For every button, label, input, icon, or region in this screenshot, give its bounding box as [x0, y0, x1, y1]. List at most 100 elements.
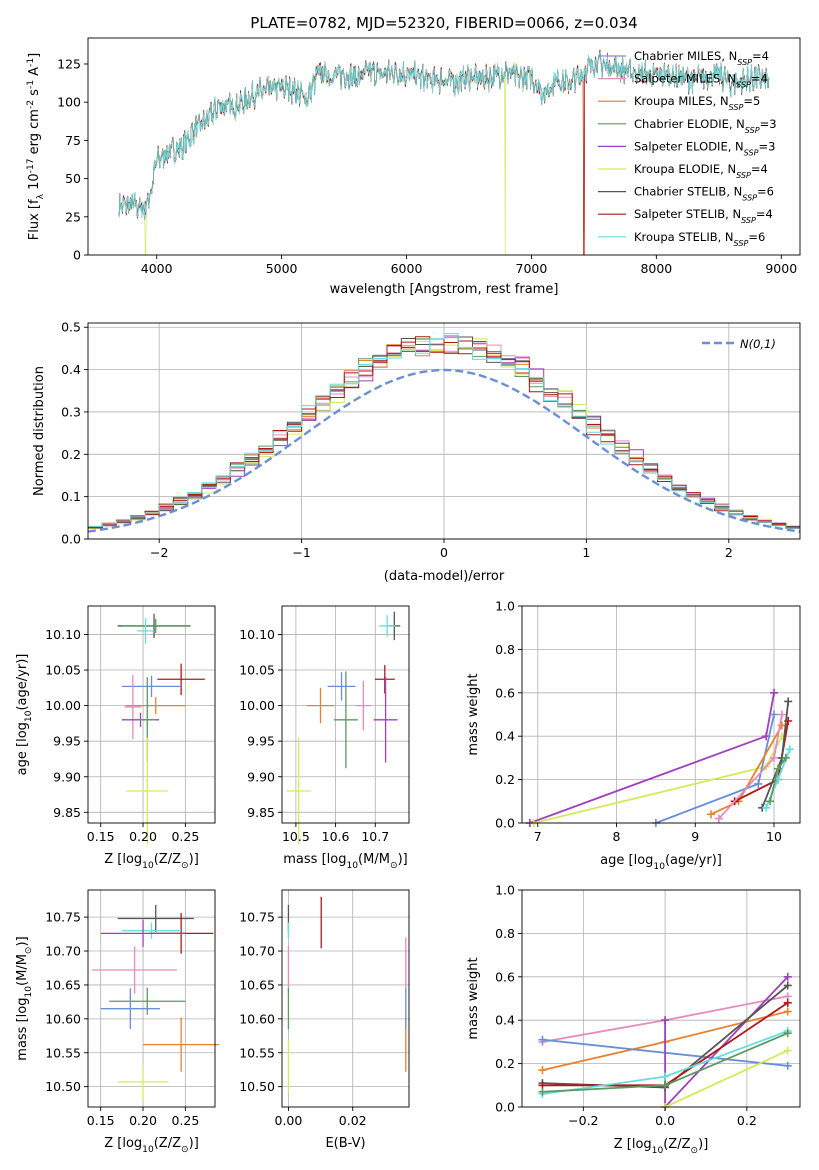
y-axis-label: Normed distribution [32, 366, 47, 496]
axes-z_vs_mass [88, 890, 215, 1107]
y-tick-label: 9.85 [53, 805, 81, 820]
axis-decor-z_vs_massweight: −0.2 0.0 0.2 0.0 0.2 0.4 0.6 0.8 1.0 Z [log10(Z/Z… [466, 883, 801, 1156]
x-tick-label: 7000 [516, 261, 548, 276]
y-tick-label: 9.90 [53, 769, 81, 784]
axes-residuals [88, 323, 800, 540]
axis-decor-mass_vs_age: 10.5 10.6 10.7 9.85 9.90 9.95 10.00 10.05 10.10 m… [239, 605, 410, 871]
weight-marker [770, 753, 779, 762]
plot-area-z_vs_mass [92, 904, 220, 1099]
y-tick-label: 0.6 [495, 685, 515, 700]
spectrum-line [118, 52, 770, 220]
errorbar-point [143, 1017, 220, 1072]
x-tick-label: 10.6 [322, 829, 350, 844]
errorbar-point [117, 1064, 169, 1099]
legend-label: Salpeter MILES, NSSP=4 [634, 72, 768, 90]
errorbar-point [373, 677, 398, 763]
y-tick-label: 0.6 [495, 969, 515, 984]
y-tick-label: 10.00 [45, 698, 81, 713]
y-tick-label: 10.05 [45, 663, 81, 678]
histogram-steps [88, 333, 800, 529]
weight-line [718, 714, 783, 820]
x-tick-label: 7 [534, 829, 542, 844]
y-tick-label: 10.60 [239, 1011, 275, 1026]
y-axis-label: mass weight [466, 673, 481, 755]
x-tick-label: 6000 [391, 261, 423, 276]
axis-decor-z_vs_age: 0.15 0.20 0.25 9.85 9.90 9.95 10.00 10.05 10.10 Z… [15, 605, 216, 871]
weight-marker [770, 688, 779, 697]
errorbar-point [374, 665, 395, 694]
plot-area-ebv_vs_mass [287, 896, 407, 1094]
legend-label: Kroupa ELODIE, NSSP=4 [634, 162, 768, 180]
x-tick-label: −0.2 [568, 1113, 598, 1128]
weight-marker [773, 764, 782, 773]
y-tick-label: 10.50 [239, 1079, 275, 1094]
y-tick-label: 0.4 [495, 729, 515, 744]
errorbar-point [121, 922, 182, 939]
weight-marker [781, 753, 790, 762]
y-tick-label: 10.55 [239, 1045, 275, 1060]
x-tick-label: 10.5 [282, 829, 310, 844]
y-tick-label: 0.5 [61, 320, 81, 335]
weight-marker [661, 1016, 670, 1025]
y-tick-label: 0.0 [495, 816, 515, 831]
errorbar-point [333, 671, 358, 769]
errorbar-point [126, 737, 169, 845]
x-tick-label: 9000 [765, 261, 797, 276]
plot-area-mass_vs_age [286, 611, 401, 845]
plot-area-residuals [87, 333, 801, 533]
x-tick-label: 0.02 [339, 1113, 367, 1128]
errorbar-point [306, 687, 335, 724]
y-tick-label: 1.0 [495, 883, 515, 898]
errorbar-point [92, 946, 177, 994]
y-tick-label: 0.0 [61, 532, 81, 547]
axes-frame [87, 37, 801, 256]
weight-marker [783, 972, 792, 981]
weight-marker [783, 998, 792, 1007]
y-tick-label: 0.1 [61, 489, 81, 504]
y-tick-label: 9.95 [53, 734, 81, 749]
x-tick-label: 0.20 [129, 829, 157, 844]
axes-z_vs_massweight [522, 889, 800, 1108]
y-tick-label: 0.2 [61, 447, 81, 462]
x-tick-label: 0.25 [171, 829, 199, 844]
x-tick-label: 4000 [141, 261, 173, 276]
x-tick-label: 2 [725, 545, 733, 560]
y-tick-label: 10.75 [45, 910, 81, 925]
x-tick-label: 0.15 [87, 829, 115, 844]
axes-mass_vs_age [282, 606, 409, 823]
y-tick-label: 0.2 [495, 1056, 515, 1071]
y-tick-label: 0.0 [495, 1100, 515, 1115]
y-tick-label: 1.0 [495, 599, 515, 614]
plot-area-age_vs_massweight [525, 688, 794, 827]
axes-age_vs_massweight [522, 605, 800, 824]
errorbar-point [121, 618, 190, 634]
y-tick-label: 9.85 [247, 805, 275, 820]
legend-label: Salpeter ELODIE, NSSP=3 [634, 139, 775, 157]
legend-label: Chabrier STELIB, NSSP=6 [634, 185, 774, 203]
y-tick-label: 0.2 [495, 772, 515, 787]
errorbar-point [100, 988, 160, 1030]
x-tick-label: 0.20 [129, 1113, 157, 1128]
x-tick-label: −1 [292, 545, 310, 560]
normal-curve [87, 368, 801, 533]
x-axis-label: Z [log10(Z/Z⊙)] [104, 1136, 199, 1155]
y-tick-label: 10.65 [239, 977, 275, 992]
y-tick-label: 0.4 [61, 362, 81, 377]
x-tick-label: 8000 [640, 261, 672, 276]
errorbar-point [379, 615, 396, 637]
y-axis-label: age [log10(age/yr)] [15, 654, 34, 776]
x-axis-label: E(B-V) [325, 1136, 365, 1151]
legend-label: N(0,1) [740, 337, 776, 351]
weight-marker [783, 1046, 792, 1055]
x-tick-label: 9 [691, 829, 699, 844]
weight-marker [538, 1066, 547, 1075]
x-axis-label: mass [log10(M/M⊙)] [283, 852, 407, 871]
y-axis-label: mass weight [466, 957, 481, 1039]
axes-frame [521, 889, 801, 1108]
errorbar-point [121, 675, 182, 698]
axis-decor-age_vs_massweight: 7 8 9 10 0.0 0.2 0.4 0.6 0.8 1.0 age [log10(age/yr… [466, 599, 801, 872]
weight-line [529, 692, 775, 824]
y-tick-label: 10.65 [45, 977, 81, 992]
weight-marker [766, 797, 775, 806]
legend: Chabrier MILES, NSSP=4 Salpeter MILES, NS… [598, 49, 777, 247]
